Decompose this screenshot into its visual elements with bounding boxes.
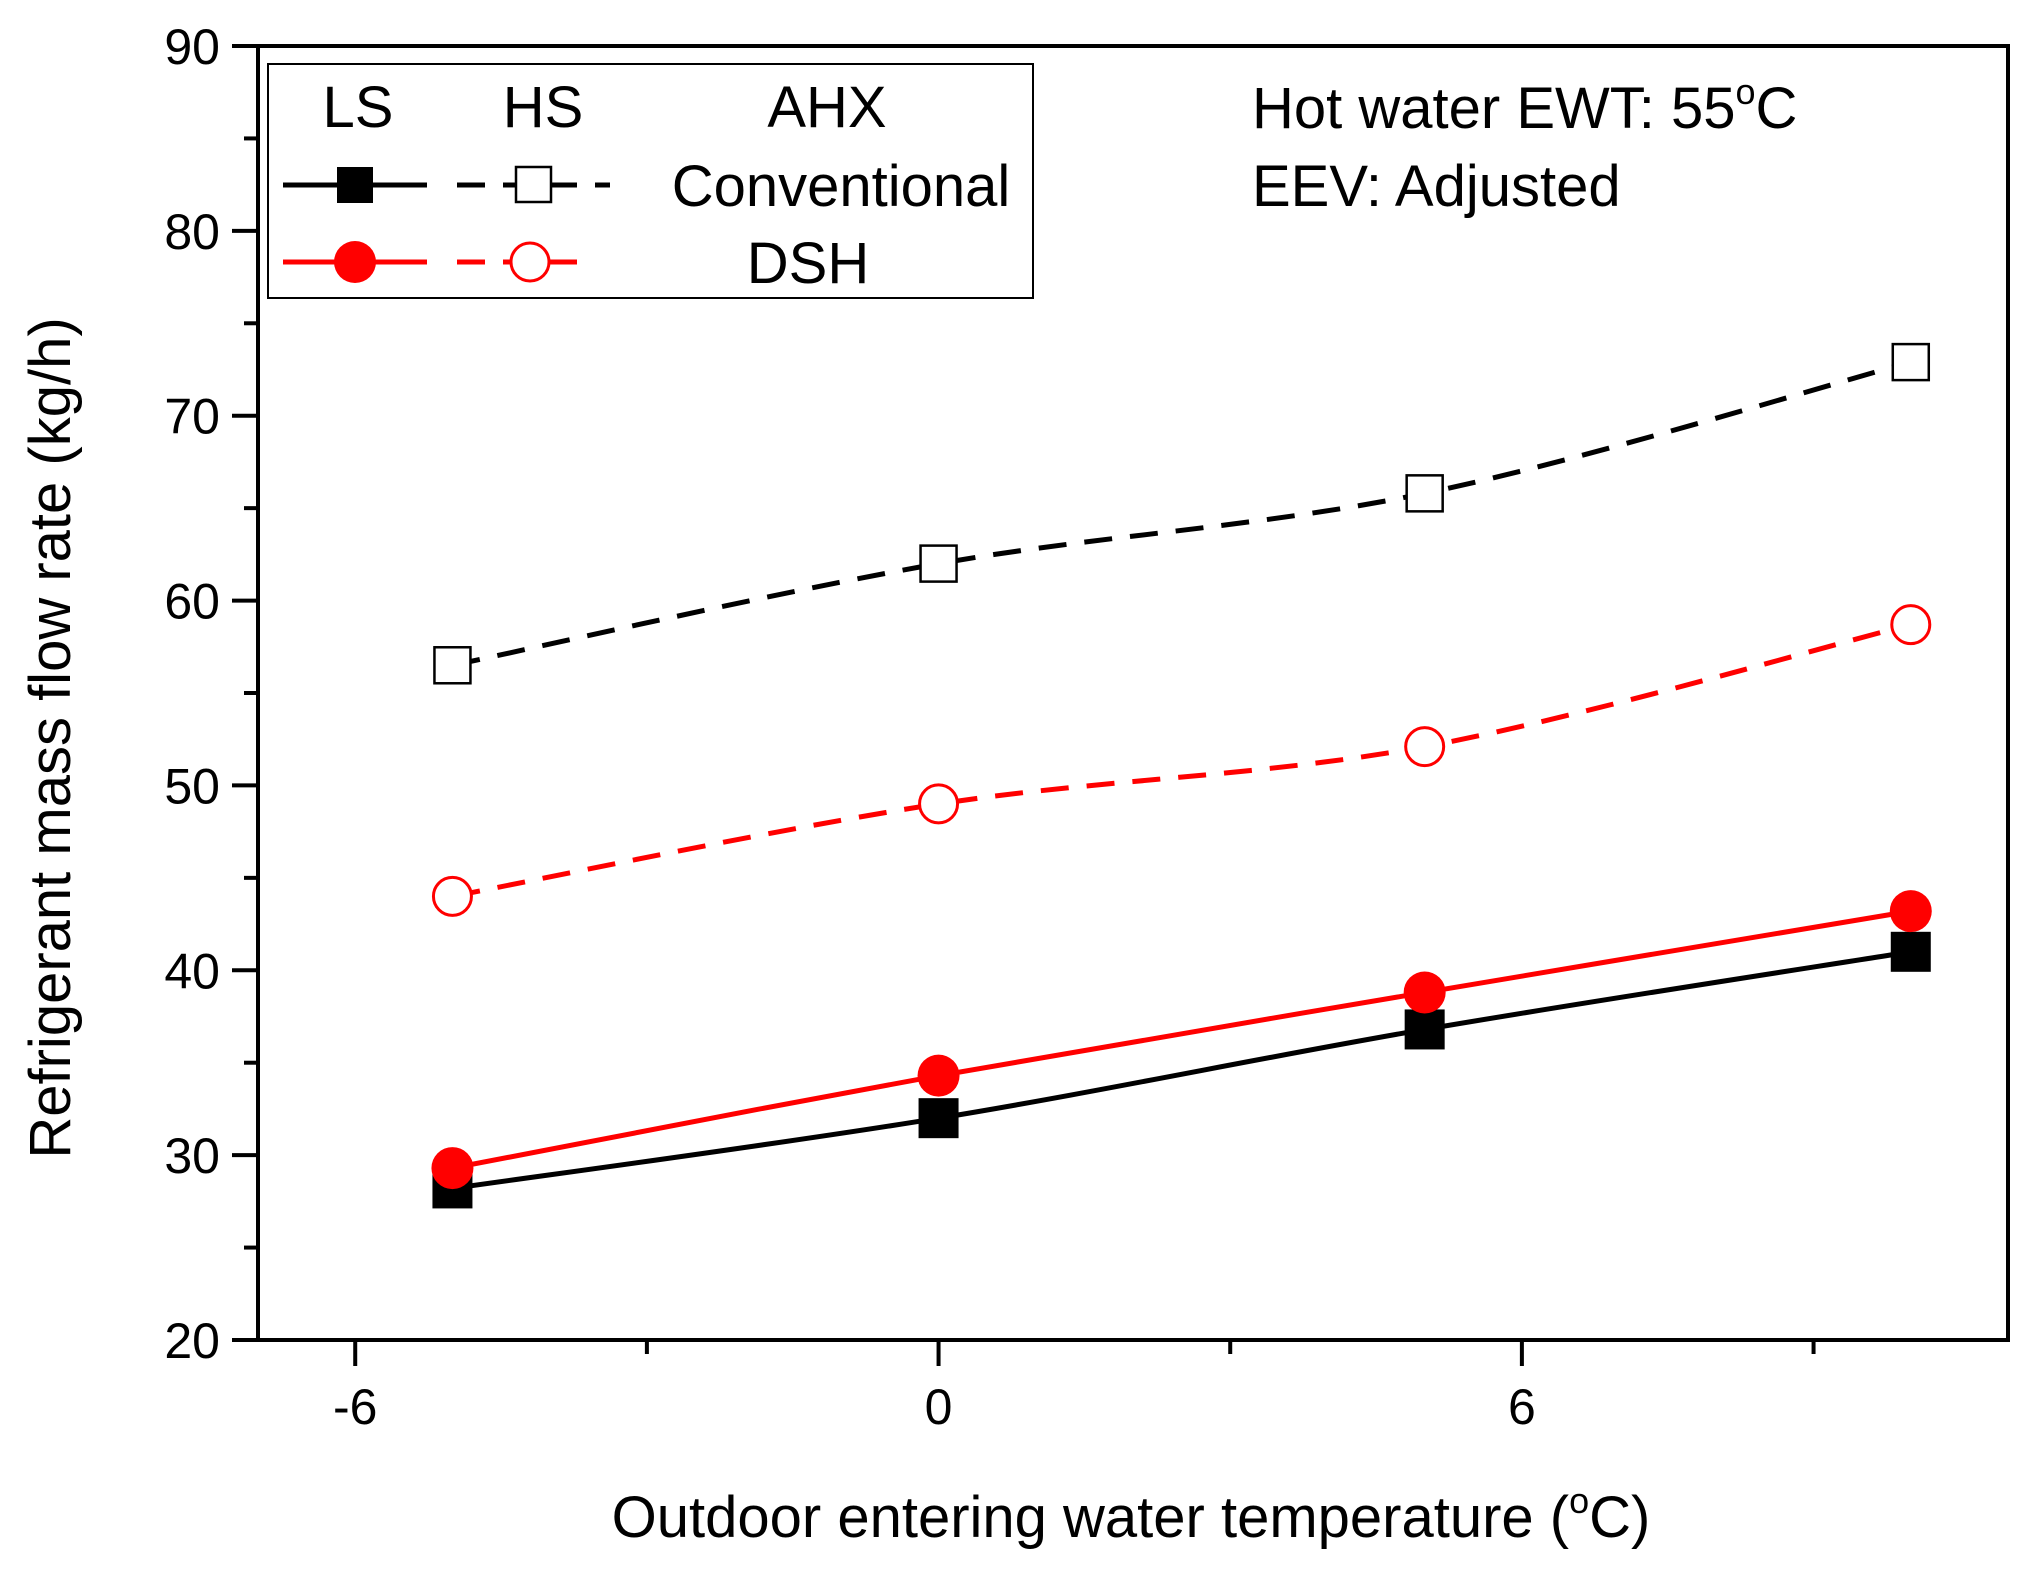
- y-tick-label: 90: [164, 19, 220, 75]
- y-tick-label: 50: [164, 758, 220, 814]
- y-tick-label: 30: [164, 1128, 220, 1184]
- series-line-dsh-hs: [451, 622, 1912, 899]
- data-point-dsh-ls: [1403, 971, 1446, 1014]
- legend-label-dsh: DSH: [747, 231, 869, 296]
- data-point-conventional-hs: [1891, 342, 1931, 382]
- legend-header-ls: LS: [323, 75, 394, 140]
- series-line-dsh-ls: [451, 908, 1912, 1171]
- x-axis-title: Outdoor entering water temperature (oC): [612, 1480, 1651, 1550]
- data-point-dsh-hs: [918, 783, 960, 825]
- y-axis-ticks: 20 30 40 50 60 70 80 90: [164, 19, 258, 1369]
- y-tick-label: 40: [164, 943, 220, 999]
- y-tick-label: 20: [164, 1313, 220, 1369]
- legend-marker-conventional-hs: [514, 165, 553, 204]
- data-point-conventional-ls: [918, 1098, 959, 1139]
- series-line-conventional-ls: [452, 949, 1912, 1191]
- x-axis-ticks: -6 0 6: [333, 1340, 1816, 1435]
- x-tick-label: 0: [925, 1379, 953, 1435]
- legend-box: [267, 63, 1034, 299]
- data-point-dsh-hs: [1404, 726, 1446, 768]
- annotation-hot-water-ewt: Hot water EWT: 55oC: [1252, 71, 1797, 141]
- legend-marker-conventional-ls: [337, 167, 373, 203]
- data-point-conventional-hs: [919, 544, 958, 583]
- annotation-eev: EEV: Adjusted: [1252, 154, 1621, 219]
- data-point-dsh-ls: [917, 1054, 960, 1097]
- legend-header-hs: HS: [503, 75, 584, 140]
- series-layer: [431, 342, 1932, 1209]
- plot-frame: [256, 44, 2010, 1342]
- data-point-dsh-hs: [1890, 604, 1932, 646]
- legend-marker-dsh-ls: [334, 241, 376, 283]
- x-tick-label: -6: [333, 1379, 377, 1435]
- data-point-dsh-ls: [1889, 890, 1932, 933]
- data-point-conventional-ls: [1404, 1009, 1445, 1050]
- data-point-conventional-ls: [1890, 931, 1931, 972]
- legend-marker-dsh-hs: [509, 241, 551, 283]
- data-point-conventional-hs: [1405, 474, 1444, 513]
- data-point-dsh-ls: [431, 1147, 474, 1190]
- data-point-dsh-hs: [431, 875, 473, 917]
- y-tick-label: 70: [164, 389, 220, 445]
- x-tick-label: 6: [1508, 1379, 1536, 1435]
- data-point-conventional-hs: [433, 646, 472, 685]
- y-axis-title: Refrigerant mass flow rate (kg/h): [18, 317, 83, 1158]
- y-tick-label: 60: [164, 574, 220, 630]
- series-line-conventional-hs: [451, 359, 1912, 668]
- y-tick-label: 80: [164, 204, 220, 260]
- legend-label-conventional: Conventional: [672, 154, 1011, 219]
- legend: LS HS AHX Conventional DSH: [267, 63, 1034, 299]
- legend-header-ahx: AHX: [767, 75, 886, 140]
